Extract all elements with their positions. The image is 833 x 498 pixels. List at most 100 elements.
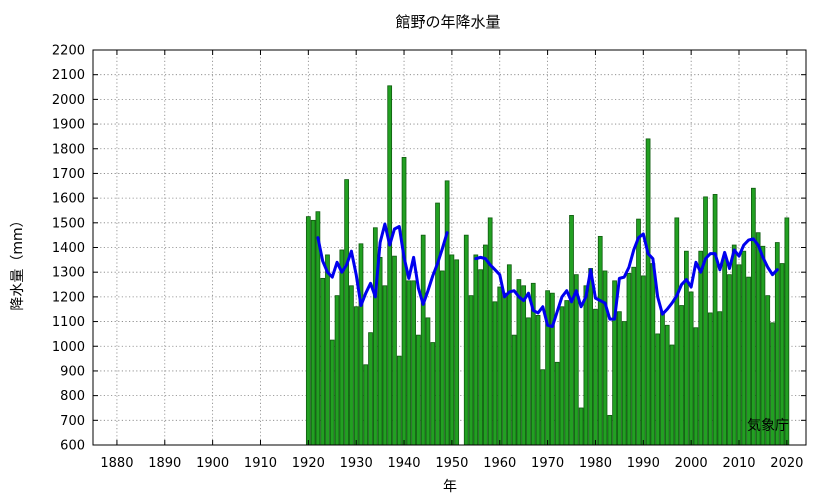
x-tick-label: 2000 (675, 456, 708, 471)
bar (487, 217, 493, 446)
bar (760, 245, 766, 446)
bar (636, 218, 641, 446)
bar (401, 156, 407, 446)
bar (703, 196, 708, 446)
bar (320, 277, 326, 446)
x-tick-label: 1960 (483, 456, 516, 471)
bar (368, 332, 373, 446)
x-tick-label: 1890 (148, 456, 181, 471)
bar (473, 254, 479, 446)
bar (583, 285, 589, 446)
bar (731, 244, 737, 446)
axis-ticks: 600 700 800 900 1000 1100 1200 1300 1400 1500 1600… (52, 44, 806, 471)
x-tick-label: 1880 (100, 456, 133, 471)
y-tick-label: 2100 (52, 68, 85, 83)
bar (420, 234, 426, 446)
y-tick-label: 700 (60, 414, 85, 429)
moving-average-series (316, 222, 779, 328)
y-tick-label: 1200 (52, 290, 85, 305)
y-tick-label: 1500 (52, 216, 85, 231)
bar (454, 259, 460, 446)
bar (439, 270, 445, 446)
bar (645, 138, 651, 446)
bar (521, 285, 527, 446)
bar (416, 334, 421, 446)
y-tick-label: 800 (60, 389, 85, 404)
bar (363, 364, 369, 446)
bar (569, 215, 574, 446)
bar (372, 227, 378, 446)
y-tick-label: 1700 (52, 167, 85, 182)
chart-title: 館野の年降水量 (395, 13, 500, 31)
bar (483, 244, 488, 446)
bar (564, 300, 570, 446)
bar (722, 255, 728, 446)
x-tick-label: 1920 (292, 456, 325, 471)
bar (449, 254, 455, 446)
bar (688, 291, 694, 446)
bar (406, 280, 412, 446)
x-tick-label: 1970 (531, 456, 564, 471)
bar (593, 308, 598, 446)
x-tick-label: 1980 (579, 456, 612, 471)
bar (396, 355, 402, 446)
bar (712, 194, 718, 446)
bar (377, 256, 383, 446)
bar (621, 321, 627, 446)
x-tick-label: 1900 (196, 456, 229, 471)
bar (588, 268, 594, 446)
credit-label: 気象庁 (747, 418, 789, 434)
bar (554, 361, 560, 446)
bar (502, 292, 507, 446)
bar (535, 314, 541, 446)
bar (597, 235, 603, 446)
grid (93, 50, 806, 445)
bar (540, 369, 546, 446)
bar (602, 270, 608, 446)
bar (607, 414, 613, 446)
x-tick-label: 1910 (244, 456, 277, 471)
x-tick-label: 1940 (387, 456, 420, 471)
bar (310, 219, 316, 446)
bar (516, 279, 522, 446)
bar (741, 250, 747, 446)
x-tick-label: 2010 (722, 456, 755, 471)
bar (698, 250, 704, 446)
bar (545, 290, 550, 446)
x-tick-label: 2020 (770, 456, 803, 471)
bar (334, 295, 340, 446)
y-tick-label: 1400 (52, 241, 85, 256)
bar (435, 202, 440, 446)
bar (660, 311, 665, 446)
bar (497, 286, 503, 446)
bar (511, 334, 517, 446)
bar (640, 275, 646, 446)
y-tick-label: 1800 (52, 142, 85, 157)
bar (550, 292, 555, 446)
bar (339, 249, 345, 446)
x-axis-label: 年 (443, 479, 457, 495)
bar (707, 312, 713, 446)
bar (693, 327, 699, 446)
bar (736, 264, 742, 446)
bar (784, 217, 790, 446)
bar (392, 255, 397, 446)
bar (526, 317, 531, 446)
y-tick-label: 2200 (52, 44, 85, 59)
bar (382, 285, 388, 446)
bar (559, 306, 565, 446)
bar (463, 234, 469, 446)
bar (674, 217, 680, 446)
x-tick-label: 1930 (340, 456, 373, 471)
bar (387, 85, 393, 446)
bar-series (305, 85, 790, 446)
bar (430, 342, 436, 446)
bar (444, 180, 450, 446)
bar (751, 187, 756, 446)
bar (664, 324, 670, 446)
y-tick-label: 1900 (52, 118, 85, 133)
bar (492, 301, 498, 446)
x-tick-label: 1990 (627, 456, 660, 471)
bar (669, 344, 675, 446)
